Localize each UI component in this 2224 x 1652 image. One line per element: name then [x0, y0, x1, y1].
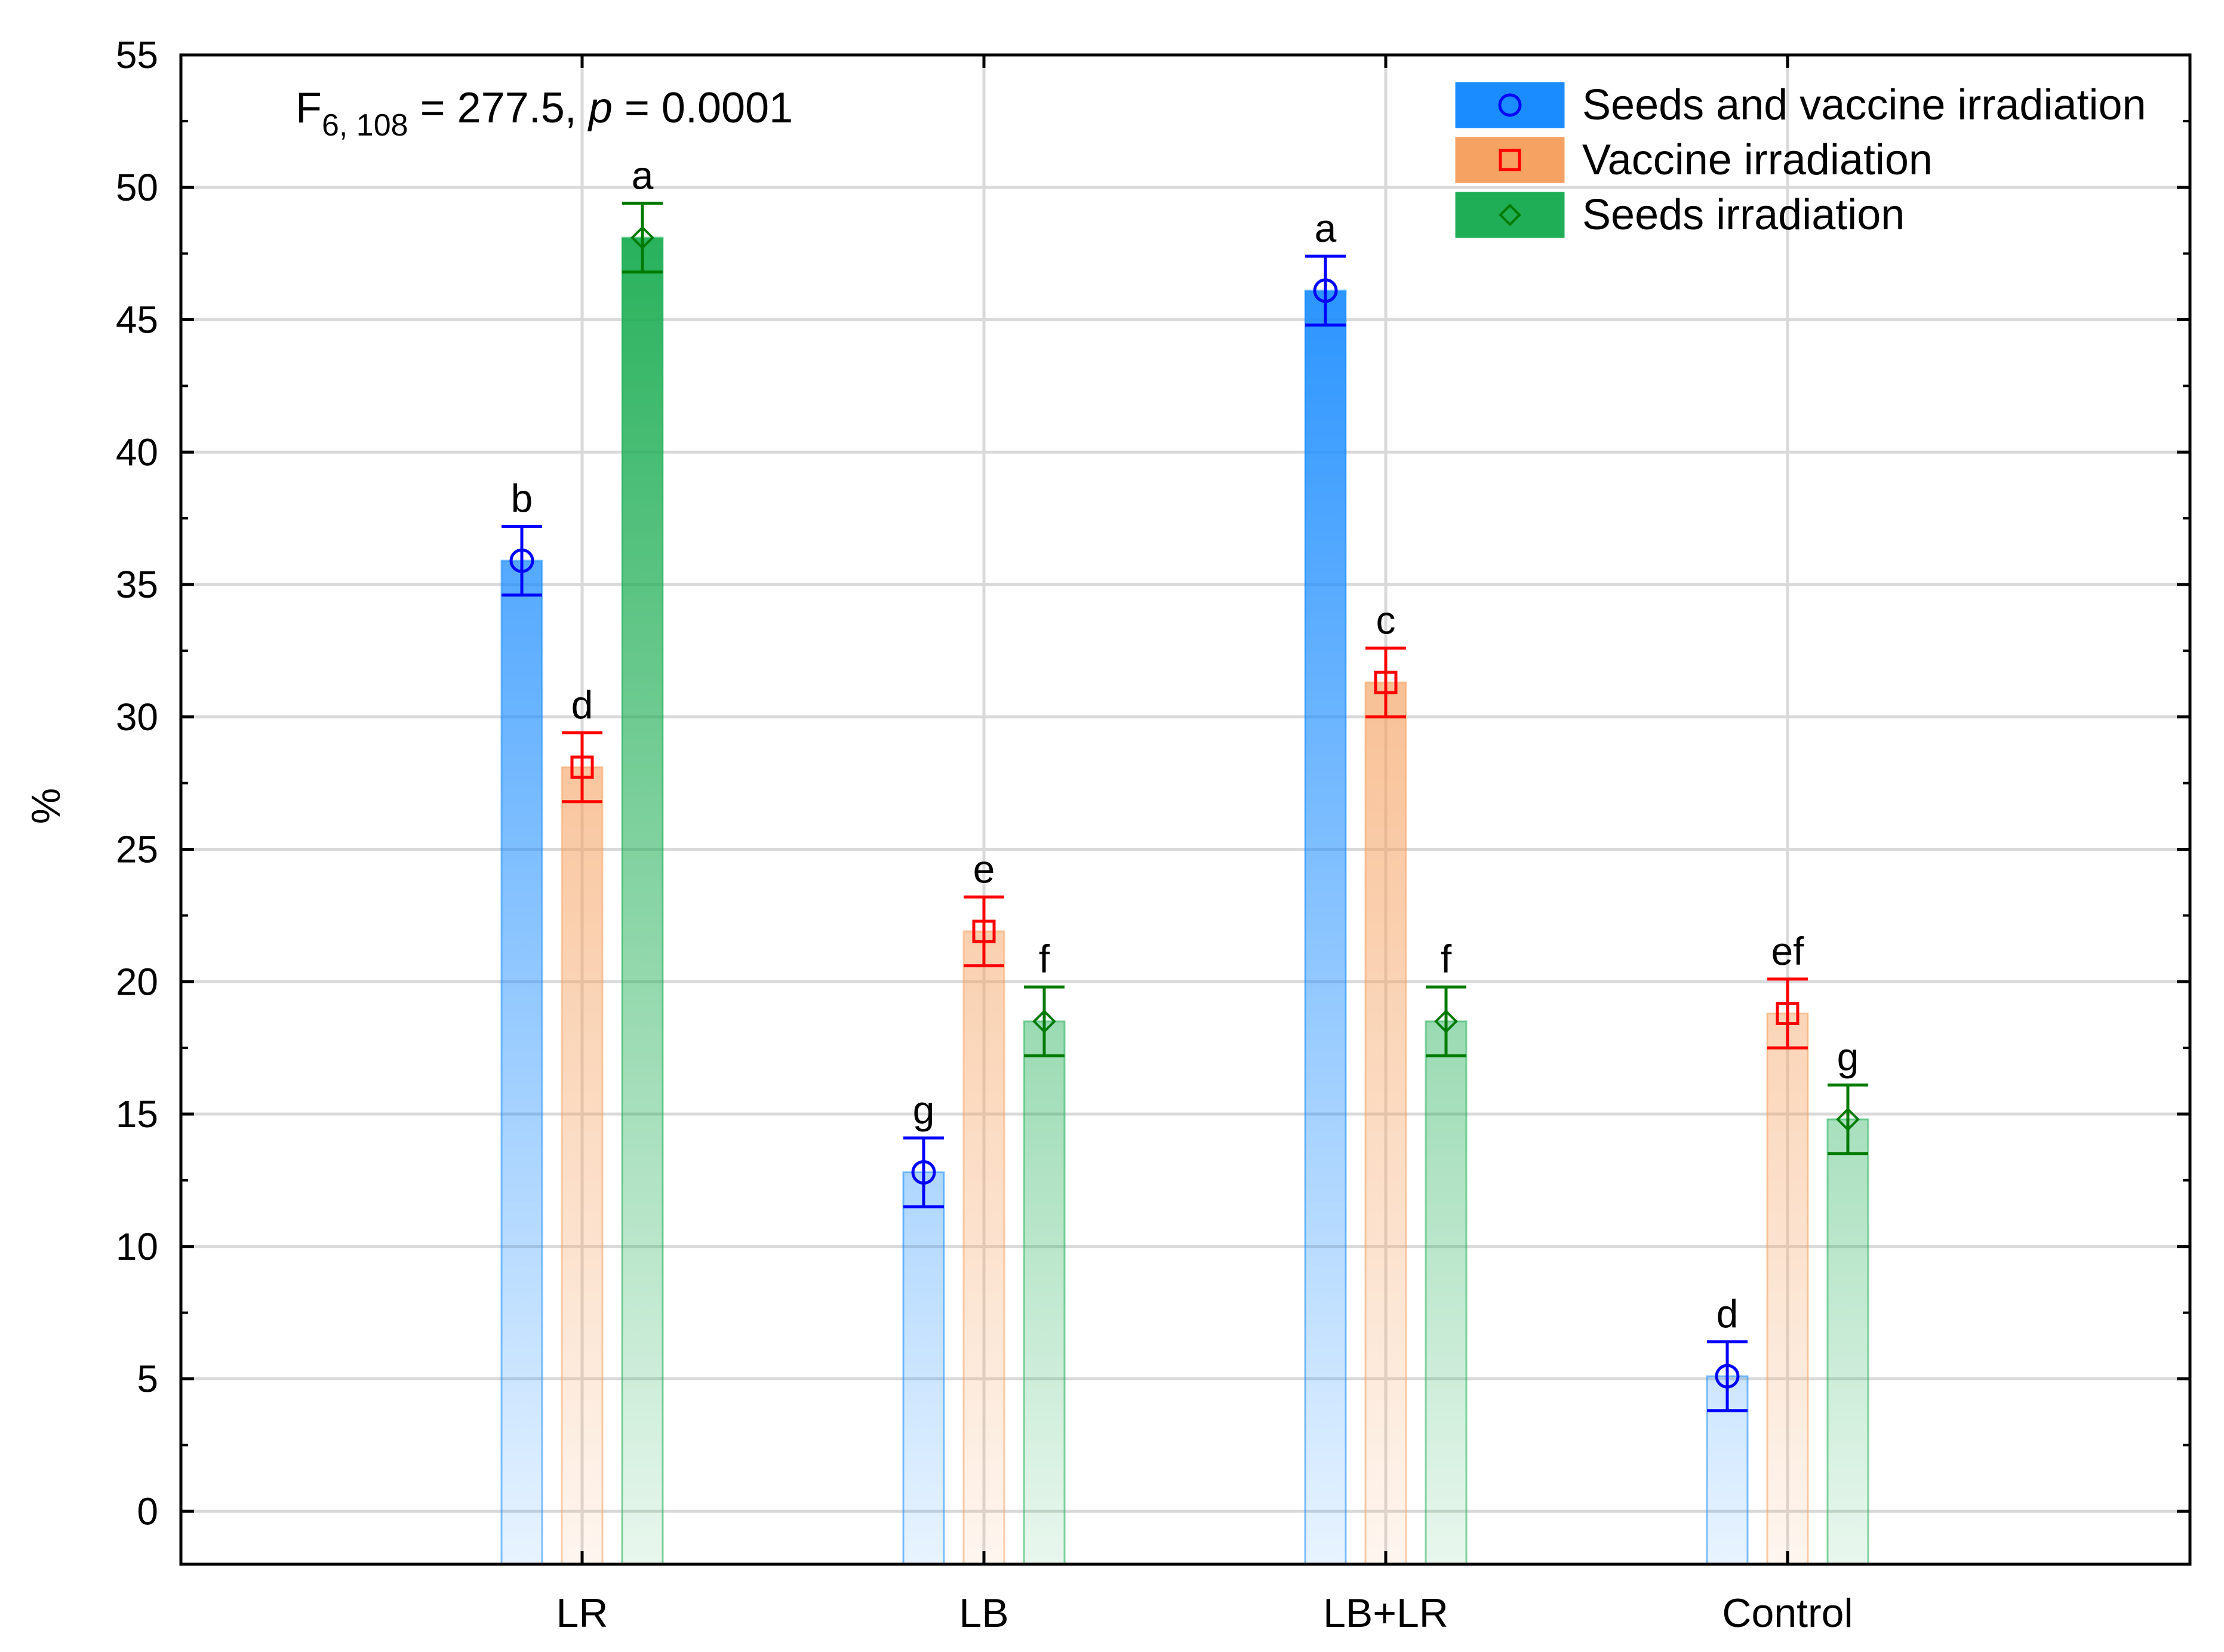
y-tick-label: 20	[116, 960, 158, 1003]
bar	[500, 559, 543, 1565]
legend-marker-circle	[1498, 93, 1522, 117]
marker-circle	[1715, 1364, 1740, 1389]
marker-diamond	[1434, 1009, 1458, 1033]
significance-letter: c	[1376, 598, 1396, 642]
significance-letter: g	[913, 1088, 935, 1132]
y-tick-label: 5	[137, 1358, 158, 1401]
y-tick-label: 10	[116, 1225, 158, 1268]
marker-square	[570, 755, 594, 779]
markers	[509, 226, 1860, 1389]
stat-f-value: = 277.5,	[408, 84, 589, 132]
x-category-label: LB+LR	[1323, 1591, 1448, 1636]
marker-diamond	[1032, 1009, 1056, 1033]
bar	[1826, 1118, 1869, 1565]
bar	[621, 236, 664, 1565]
legend-label: Seeds irradiation	[1582, 191, 1905, 239]
plot-frame	[179, 53, 2192, 1566]
significance-letter: a	[1315, 206, 1337, 250]
significance-letter: f	[1039, 937, 1050, 981]
legend: Seeds and vaccine irradiation Vaccine irr…	[1455, 81, 2146, 239]
y-tick-label: 0	[137, 1490, 158, 1533]
legend-swatch	[1455, 82, 1565, 128]
x-category-label: LR	[556, 1591, 608, 1636]
stat-f: F	[296, 84, 322, 132]
y-tick-label: 55	[116, 33, 158, 76]
bar	[902, 1171, 945, 1565]
y-tick-label: 25	[116, 828, 158, 871]
stat-p: p	[587, 84, 613, 132]
bar	[561, 766, 604, 1565]
marker-diamond	[630, 226, 654, 250]
y-axis-title: %	[23, 788, 69, 824]
legend-marker-square	[1499, 149, 1521, 171]
stat-annotation: F6, 108 = 277.5, p = 0.0001	[296, 84, 793, 143]
marker-circle	[509, 548, 534, 573]
y-tick-label: 30	[116, 696, 158, 739]
marker-diamond	[1836, 1108, 1860, 1131]
significance-letter: a	[632, 153, 654, 197]
bar	[1364, 681, 1407, 1565]
y-tick-label: 50	[116, 166, 158, 209]
legend-label: Seeds and vaccine irradiation	[1582, 81, 2146, 129]
marker-square	[972, 919, 996, 943]
marker-circle	[911, 1160, 936, 1185]
marker-circle	[1313, 278, 1338, 303]
legend-swatch	[1455, 137, 1565, 183]
legend-swatch	[1455, 192, 1565, 238]
axes: 0 5 10 15 20 25 30 35 40 45 50 55 LR LB LB+LR Control	[116, 33, 2190, 1636]
significance-letter: d	[571, 682, 593, 727]
bar	[1023, 1020, 1066, 1565]
y-tick-label: 35	[116, 563, 158, 606]
significance-letter: ef	[1771, 929, 1804, 973]
y-tick-label: 40	[116, 430, 158, 473]
bar	[1766, 1013, 1809, 1565]
significance-letter: e	[973, 847, 995, 891]
stat-p-value: = 0.0001	[613, 84, 793, 132]
grid	[181, 53, 2190, 1564]
significance-letter: d	[1717, 1291, 1739, 1336]
legend-marker-diamond	[1499, 204, 1521, 226]
significance-letter: b	[511, 476, 533, 520]
y-tick-label: 15	[116, 1093, 158, 1136]
error-bars	[502, 201, 1868, 1413]
x-category-label: Control	[1722, 1591, 1853, 1636]
y-tick-label: 45	[116, 299, 158, 342]
legend-label: Vaccine irradiation	[1582, 136, 1933, 184]
significance-letters: b g a d d e c ef a f f g	[511, 153, 1859, 1336]
x-category-label: LB	[959, 1591, 1008, 1636]
bar	[1304, 290, 1347, 1565]
significance-letter: g	[1837, 1035, 1859, 1079]
bars	[500, 236, 1869, 1565]
bar	[962, 930, 1005, 1565]
stat-f-sub: 6, 108	[322, 108, 408, 143]
bar	[1425, 1020, 1468, 1565]
marker-square	[1374, 670, 1398, 694]
significance-letter: f	[1441, 937, 1452, 981]
marker-square	[1776, 1002, 1799, 1026]
